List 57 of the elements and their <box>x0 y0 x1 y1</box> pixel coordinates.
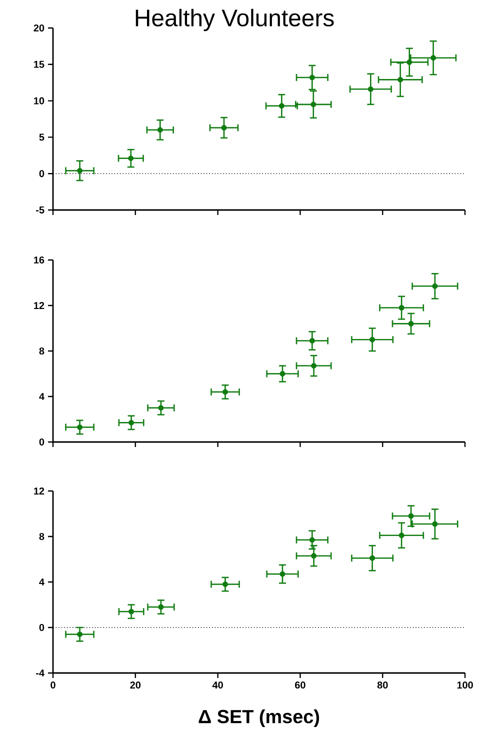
point <box>310 102 316 108</box>
point <box>370 555 376 561</box>
x-tick-label: 80 <box>377 682 388 689</box>
point <box>311 553 317 559</box>
chart-title: Healthy Volunteers <box>136 8 334 32</box>
point <box>222 389 228 395</box>
y-tick-label: 15 <box>34 60 44 68</box>
point <box>280 370 286 377</box>
point <box>432 283 438 289</box>
point <box>408 513 414 519</box>
x-tick-label: 100 <box>457 682 473 689</box>
point <box>128 608 134 614</box>
point <box>222 581 228 588</box>
point <box>309 338 315 344</box>
point <box>398 76 404 82</box>
y-tick-label: 0 <box>39 624 44 632</box>
y-tick-label: 4 <box>39 578 44 586</box>
x-tick-label: 0 <box>50 682 56 689</box>
point <box>309 537 315 543</box>
y-tick-label: 0 <box>39 438 44 446</box>
x-tick-label: 60 <box>295 682 306 689</box>
y-tick-label: 8 <box>39 347 44 355</box>
point <box>280 571 286 577</box>
point <box>370 336 376 342</box>
point <box>128 156 134 162</box>
y-tick-label: 5 <box>39 134 44 141</box>
point <box>128 420 134 426</box>
point <box>311 362 317 369</box>
y-tick-label: 20 <box>34 24 44 32</box>
point <box>309 74 315 80</box>
point <box>221 124 227 131</box>
point <box>408 320 414 326</box>
point <box>76 424 83 430</box>
point <box>430 55 436 61</box>
point <box>398 304 404 311</box>
y-tick-label: 16 <box>34 256 44 264</box>
x-axis-title: Δ SET (msec) <box>198 709 320 728</box>
point <box>368 86 374 92</box>
y-tick-label: 12 <box>34 488 44 494</box>
x-tick-label: 20 <box>130 682 141 689</box>
point <box>432 521 438 527</box>
y-tick-label: 0 <box>39 170 44 178</box>
point <box>398 532 404 538</box>
point <box>158 604 164 610</box>
point <box>158 405 164 411</box>
point <box>278 103 284 109</box>
y-tick-label: 10 <box>34 97 44 104</box>
point <box>76 168 83 174</box>
y-tick-label: -5 <box>36 206 44 214</box>
point <box>76 632 83 638</box>
y-tick-label: 8 <box>39 532 44 540</box>
point <box>157 127 163 133</box>
y-tick-label: 12 <box>34 302 44 309</box>
point <box>406 59 412 65</box>
y-tick-label: -4 <box>36 670 44 676</box>
x-tick-label: 40 <box>212 682 223 689</box>
y-tick-label: 4 <box>39 393 44 400</box>
